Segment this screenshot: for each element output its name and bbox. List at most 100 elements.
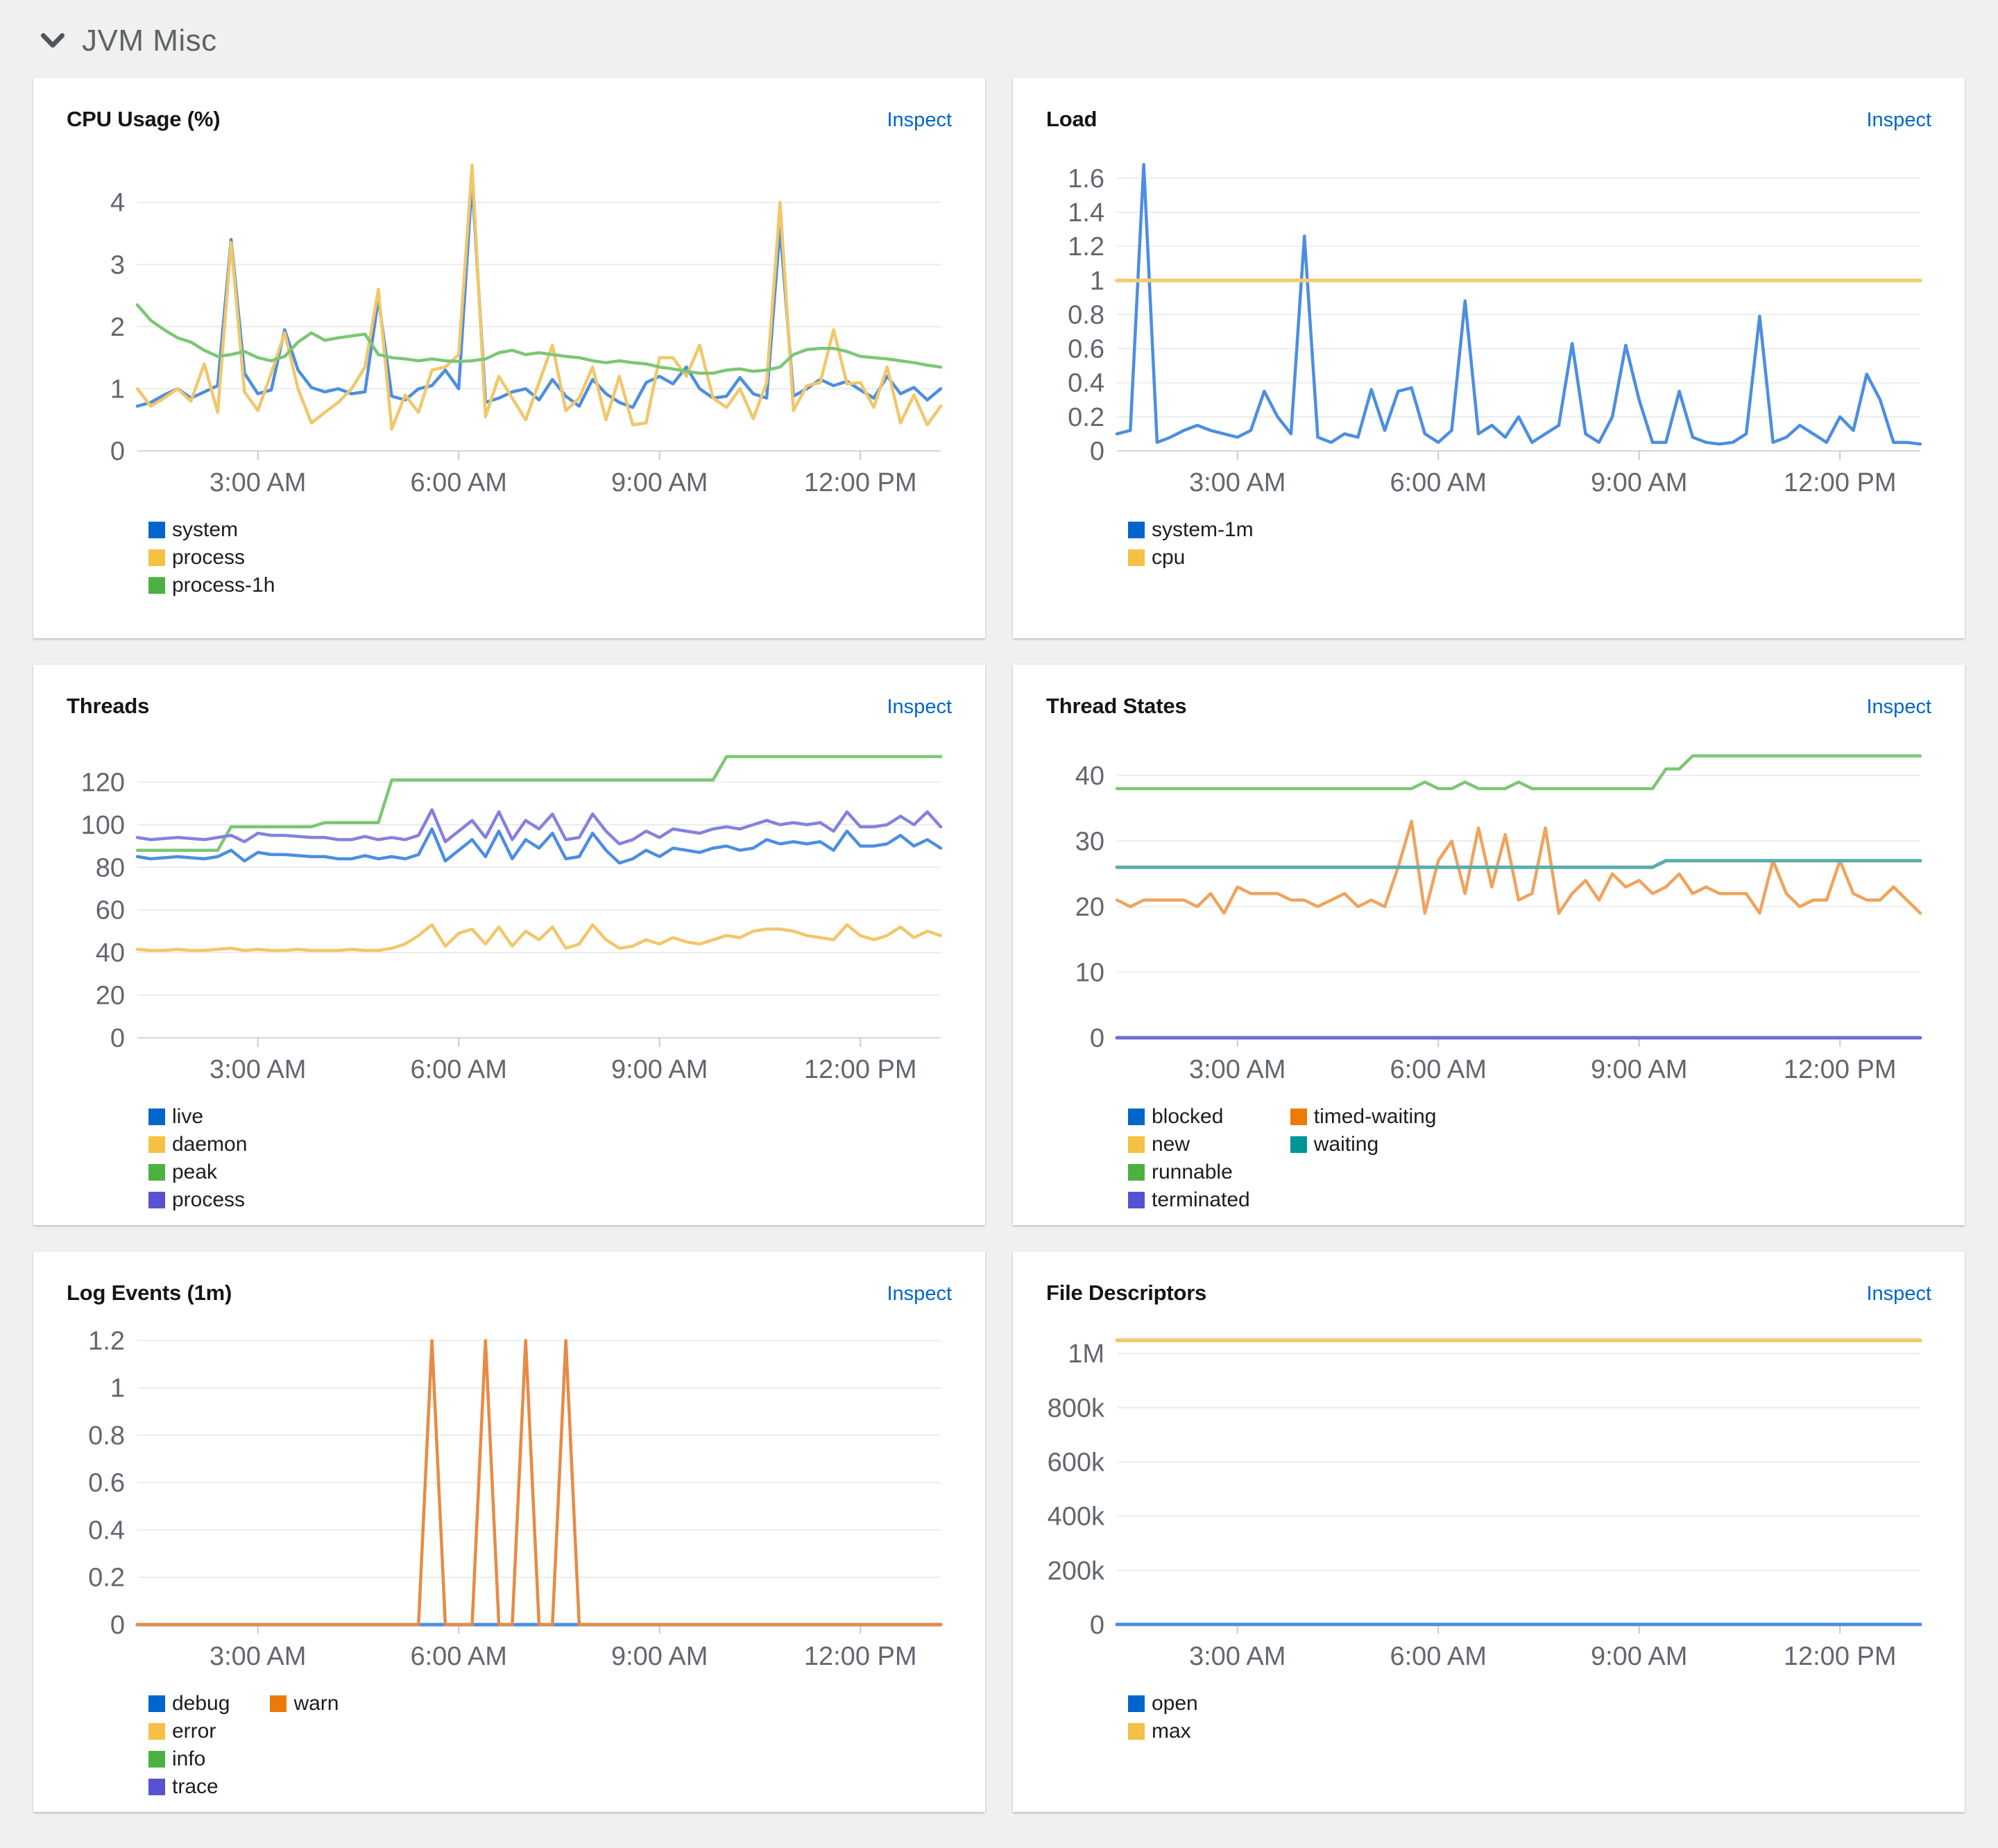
inspect-link[interactable]: Inspect	[1866, 109, 1932, 131]
svg-text:6:00 AM: 6:00 AM	[1390, 1055, 1486, 1084]
svg-text:12:00 PM: 12:00 PM	[804, 1055, 917, 1084]
legend-swatch-icon	[148, 1695, 165, 1712]
legend-swatch-icon	[1128, 1192, 1145, 1208]
svg-text:0.4: 0.4	[88, 1516, 125, 1546]
panel-header: Threads Inspect	[67, 694, 952, 719]
svg-text:60: 60	[96, 896, 125, 925]
legend-swatch-icon	[1290, 1136, 1307, 1153]
inspect-link[interactable]: Inspect	[1866, 696, 1932, 718]
legend-swatch-icon	[148, 1109, 165, 1125]
log-events-legend: debug error info trace warn	[148, 1690, 952, 1801]
svg-text:120: 120	[81, 768, 125, 797]
svg-text:6:00 AM: 6:00 AM	[410, 1055, 506, 1084]
legend-item-live: live	[148, 1103, 247, 1131]
panel-title: CPU Usage (%)	[67, 107, 221, 131]
legend-label: system	[172, 518, 239, 541]
legend-label: cpu	[1152, 546, 1186, 569]
panel-load: Load Inspect 0 0.2 0.4 0.6 0.8 1 1.2 1.4 1.6 3:00…	[1013, 78, 1965, 638]
svg-text:12:00 PM: 12:00 PM	[1784, 1642, 1897, 1671]
svg-text:0: 0	[110, 1611, 125, 1640]
legend-item-info: info	[148, 1745, 230, 1773]
svg-text:12:00 PM: 12:00 PM	[804, 468, 917, 497]
legend-label: max	[1152, 1720, 1191, 1743]
panel-threads: Threads Inspect 0 20 40 60 80 100 120 3:00 AM 6:…	[33, 665, 985, 1225]
file-descriptors-legend: open max	[1128, 1690, 1931, 1745]
legend-swatch-icon	[1128, 1695, 1145, 1712]
legend-swatch-icon	[148, 1164, 165, 1181]
svg-text:12:00 PM: 12:00 PM	[1784, 1055, 1897, 1084]
thread-states-legend: blocked new runnable terminated timed-waitin…	[1128, 1103, 1931, 1214]
legend-label: warn	[293, 1692, 339, 1715]
inspect-link[interactable]: Inspect	[887, 1283, 953, 1305]
svg-text:6:00 AM: 6:00 AM	[1390, 1642, 1486, 1671]
legend-label: process-1h	[172, 574, 275, 597]
svg-text:6:00 AM: 6:00 AM	[1390, 468, 1486, 497]
svg-text:3: 3	[110, 250, 125, 280]
legend-label: debug	[172, 1692, 230, 1715]
svg-text:400k: 400k	[1048, 1503, 1105, 1532]
svg-text:3:00 AM: 3:00 AM	[1189, 468, 1286, 497]
legend-label: terminated	[1152, 1188, 1250, 1211]
svg-text:9:00 AM: 9:00 AM	[1591, 1055, 1687, 1084]
section-title: JVM Misc	[82, 24, 217, 58]
svg-text:9:00 AM: 9:00 AM	[611, 1642, 708, 1671]
svg-text:1.2: 1.2	[88, 1327, 125, 1356]
legend-label: open	[1152, 1692, 1198, 1715]
svg-text:6:00 AM: 6:00 AM	[410, 468, 506, 497]
svg-text:0.2: 0.2	[1068, 403, 1104, 432]
legend-label: waiting	[1313, 1133, 1379, 1156]
panel-header: File Descriptors Inspect	[1046, 1281, 1931, 1306]
legend-item-debug: debug	[148, 1690, 230, 1718]
svg-text:0.4: 0.4	[1068, 369, 1104, 398]
svg-text:9:00 AM: 9:00 AM	[1591, 1642, 1687, 1671]
svg-text:1M: 1M	[1068, 1340, 1104, 1369]
panel-header: CPU Usage (%) Inspect	[67, 107, 952, 132]
svg-text:40: 40	[1075, 762, 1104, 791]
svg-text:0.6: 0.6	[88, 1469, 125, 1498]
cpu-usage-chart: 0 1 2 3 4 3:00 AM 6:00 AM 9:00 AM 12:00 PM	[67, 137, 952, 505]
svg-text:1: 1	[110, 1374, 125, 1403]
legend-label: blocked	[1152, 1105, 1224, 1128]
legend-swatch-icon	[270, 1695, 287, 1712]
svg-text:0: 0	[110, 437, 125, 466]
svg-text:0: 0	[1090, 437, 1104, 466]
legend-item-peak: peak	[148, 1158, 247, 1186]
panel-cpu-usage: CPU Usage (%) Inspect 0 1 2 3 4 3:00 AM 6:00 A…	[33, 78, 985, 638]
thread-states-chart: 0 10 20 30 40 3:00 AM 6:00 AM 9:00 AM 12:00 PM	[1046, 724, 1931, 1092]
legend-swatch-icon	[148, 522, 165, 538]
legend-swatch-icon	[1290, 1109, 1307, 1125]
svg-text:10: 10	[1075, 959, 1104, 988]
panel-title: Thread States	[1046, 694, 1187, 718]
legend-item-terminated: terminated	[1128, 1186, 1250, 1214]
threads-chart: 0 20 40 60 80 100 120 3:00 AM 6:00 AM 9:00 AM 12:0…	[67, 724, 952, 1092]
panel-log-events: Log Events (1m) Inspect 0 0.2 0.4 0.6 0.8 1 1.…	[33, 1251, 985, 1812]
legend-item-error: error	[148, 1718, 230, 1745]
svg-text:0.6: 0.6	[1068, 335, 1104, 364]
svg-text:0: 0	[110, 1024, 125, 1053]
legend-label: info	[172, 1747, 206, 1770]
svg-text:9:00 AM: 9:00 AM	[611, 468, 708, 497]
inspect-link[interactable]: Inspect	[1866, 1283, 1932, 1305]
legend-swatch-icon	[1128, 1164, 1145, 1181]
legend-label: runnable	[1152, 1161, 1233, 1183]
inspect-link[interactable]: Inspect	[887, 696, 953, 718]
panel-title: Log Events (1m)	[67, 1281, 232, 1305]
svg-text:1: 1	[110, 375, 125, 404]
section-header-jvm-misc[interactable]: JVM Misc	[33, 0, 1965, 78]
svg-text:0.8: 0.8	[1068, 300, 1104, 330]
svg-text:1.2: 1.2	[1068, 232, 1104, 262]
svg-text:3:00 AM: 3:00 AM	[210, 1642, 306, 1671]
svg-text:9:00 AM: 9:00 AM	[611, 1055, 708, 1084]
legend-swatch-icon	[148, 1779, 165, 1795]
load-legend: system-1m cpu	[1128, 516, 1931, 572]
svg-text:20: 20	[96, 982, 125, 1011]
svg-text:2: 2	[110, 313, 125, 342]
legend-item-runnable: runnable	[1128, 1158, 1250, 1186]
svg-text:3:00 AM: 3:00 AM	[210, 1055, 306, 1084]
legend-swatch-icon	[148, 1723, 165, 1740]
inspect-link[interactable]: Inspect	[887, 109, 953, 131]
legend-item-process-1h: process-1h	[148, 572, 275, 599]
chevron-down-icon	[41, 33, 65, 48]
svg-text:6:00 AM: 6:00 AM	[410, 1642, 506, 1671]
